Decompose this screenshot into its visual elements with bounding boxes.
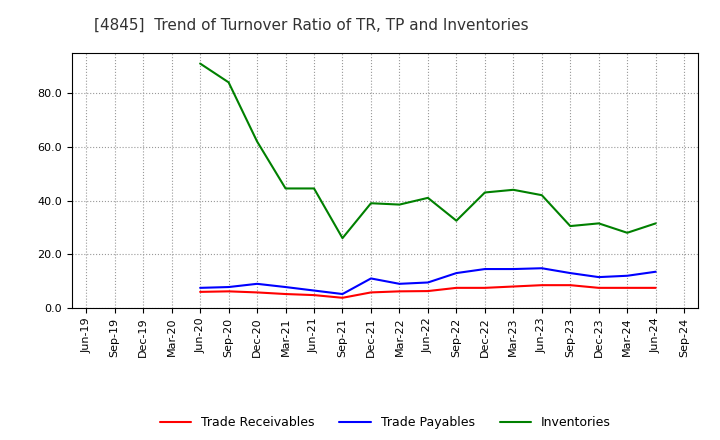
Trade Payables	[395, 281, 404, 286]
Trade Payables	[423, 280, 432, 285]
Inventories	[509, 187, 518, 192]
Trade Receivables	[652, 285, 660, 290]
Trade Receivables	[282, 291, 290, 297]
Trade Payables	[623, 273, 631, 279]
Inventories	[652, 221, 660, 226]
Trade Payables	[452, 271, 461, 276]
Trade Receivables	[452, 285, 461, 290]
Trade Receivables	[509, 284, 518, 289]
Trade Receivables	[310, 293, 318, 298]
Trade Payables	[509, 266, 518, 271]
Trade Receivables	[566, 282, 575, 288]
Inventories	[310, 186, 318, 191]
Trade Payables	[537, 266, 546, 271]
Trade Receivables	[196, 289, 204, 294]
Inventories	[595, 221, 603, 226]
Inventories	[423, 195, 432, 201]
Line: Inventories: Inventories	[200, 63, 656, 238]
Inventories	[196, 61, 204, 66]
Trade Payables	[480, 266, 489, 271]
Inventories	[623, 230, 631, 235]
Text: [4845]  Trend of Turnover Ratio of TR, TP and Inventories: [4845] Trend of Turnover Ratio of TR, TP…	[94, 18, 528, 33]
Line: Trade Payables: Trade Payables	[200, 268, 656, 294]
Trade Payables	[338, 291, 347, 297]
Trade Receivables	[537, 282, 546, 288]
Trade Payables	[196, 285, 204, 290]
Inventories	[452, 218, 461, 224]
Inventories	[282, 186, 290, 191]
Inventories	[366, 201, 375, 206]
Trade Payables	[366, 276, 375, 281]
Trade Payables	[225, 284, 233, 290]
Trade Payables	[652, 269, 660, 275]
Inventories	[338, 235, 347, 241]
Legend: Trade Receivables, Trade Payables, Inventories: Trade Receivables, Trade Payables, Inven…	[155, 411, 616, 434]
Inventories	[253, 139, 261, 144]
Inventories	[566, 224, 575, 229]
Trade Receivables	[395, 289, 404, 294]
Inventories	[225, 80, 233, 85]
Trade Receivables	[623, 285, 631, 290]
Trade Receivables	[480, 285, 489, 290]
Trade Receivables	[338, 295, 347, 301]
Trade Receivables	[595, 285, 603, 290]
Trade Receivables	[253, 290, 261, 295]
Trade Receivables	[423, 289, 432, 294]
Inventories	[480, 190, 489, 195]
Trade Payables	[595, 275, 603, 280]
Trade Payables	[310, 288, 318, 293]
Inventories	[395, 202, 404, 207]
Inventories	[537, 193, 546, 198]
Trade Payables	[282, 284, 290, 290]
Trade Receivables	[366, 290, 375, 295]
Trade Payables	[253, 281, 261, 286]
Trade Receivables	[225, 289, 233, 294]
Trade Payables	[566, 271, 575, 276]
Line: Trade Receivables: Trade Receivables	[200, 285, 656, 298]
